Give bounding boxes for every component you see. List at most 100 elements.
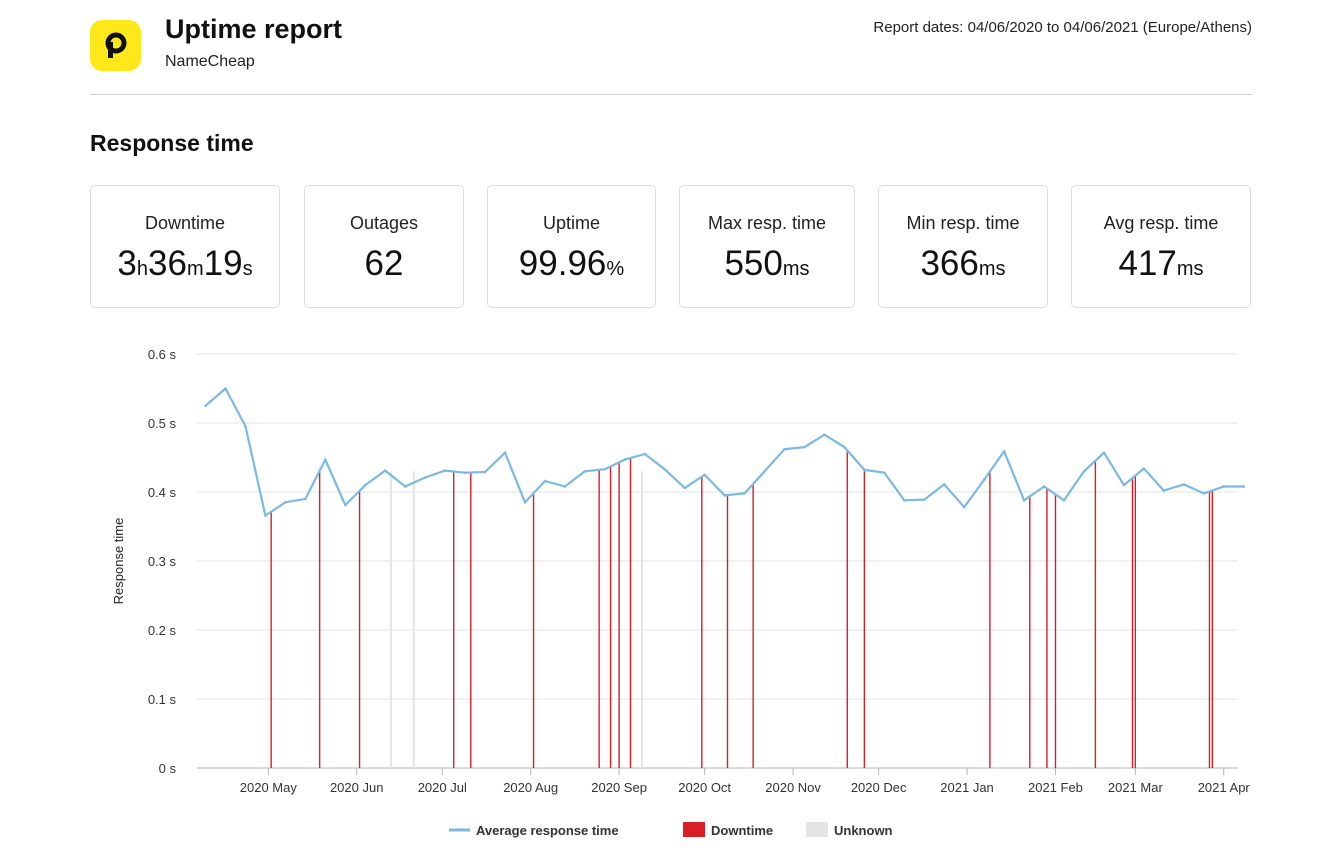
response-point: [423, 476, 427, 479]
response-point: [583, 470, 587, 473]
min-resp-card: Min resp. time 366ms: [878, 185, 1048, 308]
uptime-card: Uptime 99.96%: [487, 185, 656, 308]
y-axis-label: Response time: [111, 518, 126, 605]
x-tick-label: 2021 Jan: [940, 780, 994, 795]
downtime-hours-unit: h: [136, 258, 149, 280]
min-resp-value: 366ms: [879, 244, 1047, 289]
response-point: [1202, 492, 1206, 495]
response-point: [1162, 489, 1166, 492]
downtime-card: Downtime 3h36m19s: [90, 185, 280, 308]
x-tick-label: 2020 May: [240, 780, 298, 795]
response-point: [304, 497, 307, 501]
header-divider: [90, 94, 1252, 95]
x-tick-label: 2021 Apr: [1198, 780, 1251, 795]
downtime-hours: 3: [117, 244, 137, 283]
outages-label: Outages: [349, 213, 419, 233]
response-point: [264, 514, 267, 517]
response-point: [1222, 485, 1226, 488]
response-point: [1242, 485, 1246, 488]
response-point: [1182, 483, 1186, 486]
response-point: [403, 485, 407, 488]
uptime-label: Uptime: [542, 213, 600, 233]
legend-label: Unknown: [834, 823, 893, 838]
x-tick-label: 2020 Aug: [503, 780, 558, 795]
response-point: [204, 404, 207, 408]
response-point: [643, 452, 647, 456]
x-tick-label: 2020 Oct: [678, 780, 731, 795]
response-point: [843, 445, 846, 449]
legend-label: Average response time: [476, 823, 619, 838]
y-tick-label: 0.3 s: [148, 554, 177, 569]
y-tick-label: 0.5 s: [148, 416, 177, 431]
response-point: [1042, 485, 1046, 488]
response-point: [783, 447, 786, 451]
response-point: [324, 458, 327, 461]
downtime-minutes: 36: [148, 244, 187, 283]
legend-downtime-swatch: [683, 822, 705, 837]
outages-card: Outages 62: [304, 185, 464, 308]
response-point: [483, 470, 487, 474]
report-dates: Report dates: 04/06/2020 to 04/06/2021 (…: [873, 19, 1252, 36]
min-resp-label: Min resp. time: [906, 213, 1020, 233]
x-tick-label: 2021 Feb: [1028, 780, 1083, 795]
uptime-number: 99.96: [518, 244, 607, 283]
response-point: [903, 498, 906, 502]
response-point: [1142, 467, 1146, 470]
response-point: [503, 451, 507, 454]
avg-resp-unit: ms: [1176, 258, 1204, 280]
downtime-value: 3h36m19s: [91, 244, 279, 289]
avg-resp-label: Avg resp. time: [1103, 213, 1219, 233]
response-point: [1082, 470, 1086, 473]
response-point: [543, 479, 547, 483]
section-title: Response time: [90, 130, 254, 156]
response-point: [743, 492, 746, 495]
uptime-value: 99.96%: [488, 244, 655, 289]
response-point: [1122, 483, 1126, 487]
max-resp-label: Max resp. time: [707, 213, 827, 233]
y-tick-label: 0.6 s: [148, 347, 177, 362]
max-resp-unit: ms: [782, 258, 810, 280]
response-point: [1102, 451, 1106, 454]
response-point: [523, 501, 527, 504]
y-tick-label: 0 s: [159, 761, 177, 776]
response-point: [443, 469, 447, 472]
x-tick-label: 2020 Jun: [330, 780, 384, 795]
y-tick-label: 0.4 s: [148, 485, 177, 500]
y-tick-label: 0.2 s: [148, 623, 177, 638]
x-tick-label: 2020 Dec: [851, 780, 907, 795]
logo-p-icon: [105, 32, 126, 58]
downtime-label: Downtime: [144, 213, 226, 233]
response-point: [703, 473, 706, 477]
min-resp-unit: ms: [978, 258, 1006, 280]
avg-resp-card: Avg resp. time 417ms: [1071, 185, 1251, 308]
response-point: [284, 501, 287, 504]
response-point: [962, 505, 966, 509]
response-point: [344, 503, 347, 507]
response-point: [683, 486, 687, 490]
min-resp-number: 366: [920, 244, 979, 283]
x-tick-label: 2021 Mar: [1108, 780, 1164, 795]
x-tick-label: 2020 Nov: [765, 780, 821, 795]
uptime-unit: %: [606, 258, 625, 280]
response-point: [383, 469, 387, 472]
monitor-name: NameCheap: [165, 53, 255, 70]
max-resp-card: Max resp. time 550ms: [679, 185, 855, 308]
response-point: [982, 478, 986, 481]
y-tick-label: 0.1 s: [148, 692, 177, 707]
x-tick-label: 2020 Jul: [418, 780, 467, 795]
outages-value: 62: [364, 244, 404, 283]
response-point: [363, 483, 367, 487]
response-point: [922, 498, 926, 501]
response-point: [463, 471, 467, 474]
response-point: [224, 387, 227, 390]
response-point: [863, 468, 866, 472]
response-point: [723, 494, 726, 497]
response-point: [1002, 449, 1006, 453]
brand-logo: [90, 20, 141, 71]
x-tick-label: 2020 Sep: [591, 780, 647, 795]
downtime-seconds: 19: [203, 244, 243, 283]
avg-resp-value: 417ms: [1072, 244, 1250, 289]
response-point: [803, 445, 806, 449]
response-point: [244, 425, 247, 428]
